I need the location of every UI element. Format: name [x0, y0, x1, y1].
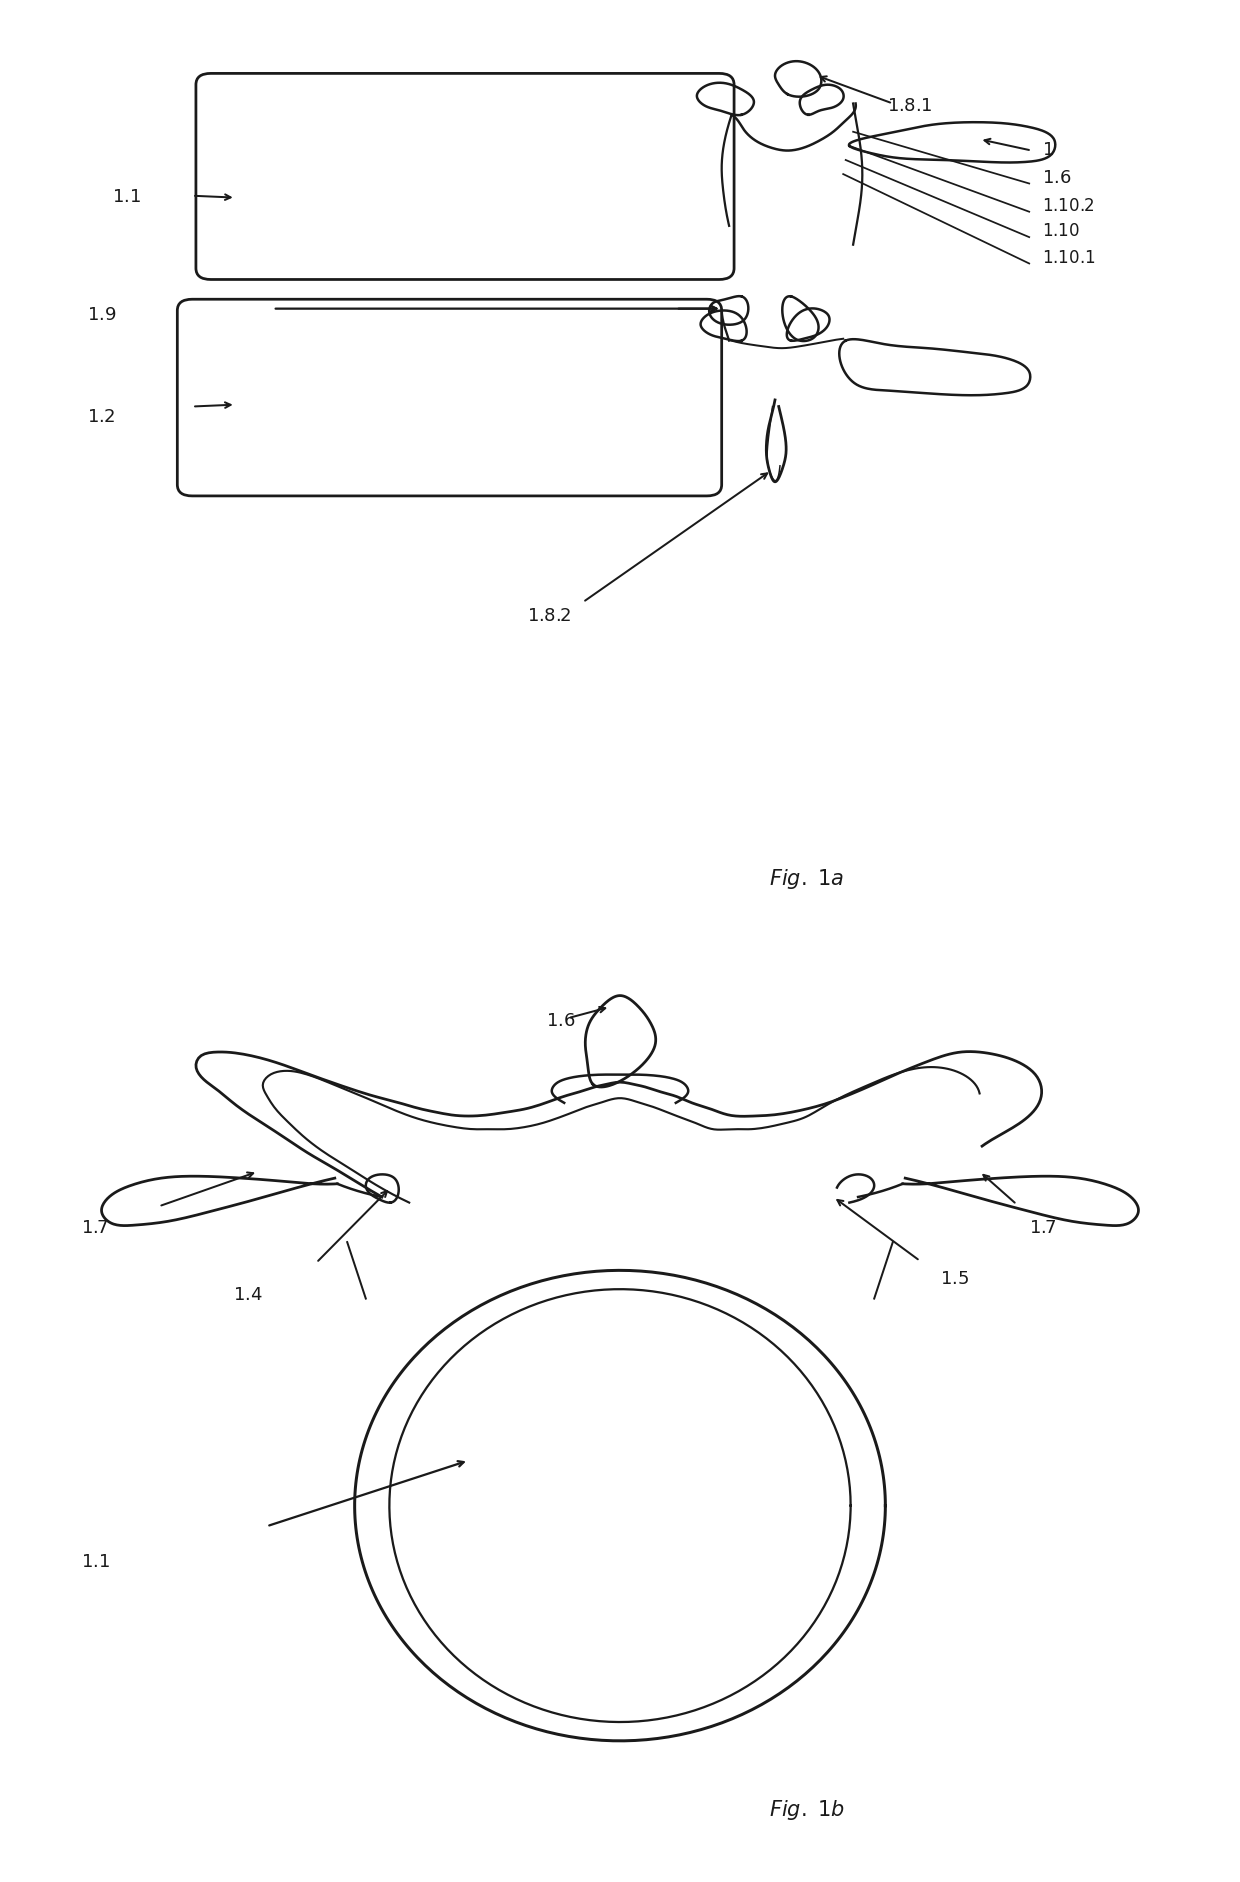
Text: $1.1$: $1.1$: [81, 1553, 109, 1571]
Text: $1.10.1$: $1.10.1$: [1042, 250, 1095, 267]
Text: $\mathit{Fig.\ 1a}$: $\mathit{Fig.\ 1a}$: [769, 866, 844, 890]
Text: $1.1$: $1.1$: [112, 188, 140, 207]
FancyBboxPatch shape: [177, 299, 722, 497]
Text: $1.8.1$: $1.8.1$: [887, 98, 932, 115]
Text: $1.10.2$: $1.10.2$: [1042, 198, 1094, 215]
Text: $1.10$: $1.10$: [1042, 224, 1080, 241]
Text: $1.2$: $1.2$: [87, 408, 115, 425]
Text: $1.6$: $1.6$: [1042, 169, 1071, 186]
FancyBboxPatch shape: [196, 73, 734, 280]
Text: $1.7$: $1.7$: [1029, 1220, 1056, 1236]
Text: $1.5$: $1.5$: [940, 1270, 968, 1289]
Text: $1.4$: $1.4$: [233, 1287, 263, 1304]
Text: $1.6$: $1.6$: [546, 1013, 575, 1029]
Text: $1.8.2$: $1.8.2$: [527, 608, 572, 625]
Text: $1.7$: $1.7$: [81, 1220, 108, 1236]
Text: $1$: $1$: [1042, 141, 1053, 160]
Text: $\mathit{Fig.\ 1b}$: $\mathit{Fig.\ 1b}$: [769, 1797, 844, 1822]
Text: $1.9$: $1.9$: [87, 307, 117, 324]
